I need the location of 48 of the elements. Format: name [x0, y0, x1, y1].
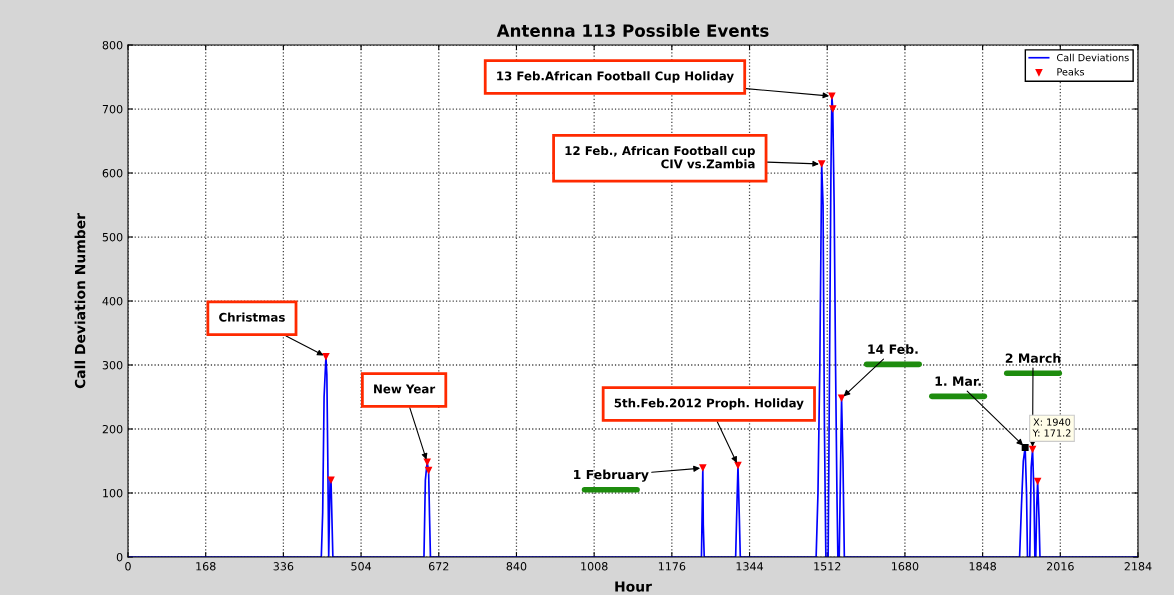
annotation: Christmas — [219, 312, 285, 322]
x-tick-label: 336 — [273, 562, 294, 571]
x-tick-label: 1680 — [892, 562, 919, 571]
y-tick-label: 200 — [102, 424, 123, 434]
y-tick-label: 300 — [102, 360, 123, 370]
y-tick-label: 500 — [102, 232, 123, 242]
x-tick-label: 1176 — [658, 562, 686, 571]
legend-label: Peaks — [1057, 68, 1085, 76]
x-tick-label: 2016 — [1046, 562, 1074, 571]
point — [828, 105, 837, 113]
point — [699, 464, 707, 472]
point — [1033, 477, 1042, 486]
annotation: 2 March — [1005, 353, 1061, 363]
point — [423, 458, 432, 467]
x-tick-label: 1848 — [969, 562, 996, 571]
annotation: 1 February — [574, 469, 649, 482]
y-tick-label: 700 — [102, 104, 123, 114]
legend-label: Call Deviations — [1056, 53, 1129, 62]
annotation: 13 Feb.African Football Cup Holiday — [497, 71, 734, 83]
point — [817, 160, 826, 168]
x-axis-title: Hour — [615, 581, 652, 592]
y-tick-label: 400 — [102, 296, 123, 306]
annotation: New Year — [374, 384, 436, 394]
chart-title: Antenna 113 Possible Events — [496, 24, 769, 37]
y-tick-label: 600 — [102, 168, 123, 178]
point — [322, 352, 330, 361]
x-tick-label: 1344 — [736, 562, 764, 571]
point — [424, 466, 433, 475]
y-tick-label: 800 — [102, 40, 123, 50]
point — [327, 476, 335, 484]
y-tick-label: 0 — [116, 552, 123, 562]
y-tick-label: 100 — [103, 488, 123, 498]
annotation: X: 1940 Y: 171.2 — [1032, 418, 1071, 437]
annotation: 14 Feb. — [868, 344, 918, 354]
x-tick-label: 1512 — [814, 562, 841, 571]
x-tick-label: 0 — [125, 562, 131, 571]
x-tick-label: 672 — [428, 562, 449, 571]
annotation: 5th.Feb.2012 Proph. Holiday — [614, 398, 804, 410]
x-tick-label: 1008 — [581, 562, 608, 571]
x-tick-label: 840 — [506, 562, 527, 571]
annotation: 1. Mar. — [935, 376, 981, 386]
y-axis-title: Call Deviation Number — [74, 213, 86, 389]
annotation: 12 Feb., African Football cup CIV vs.Zambia — [565, 145, 755, 169]
x-tick-label: 504 — [351, 562, 372, 571]
point — [828, 92, 836, 100]
x-tick-label: 168 — [196, 562, 216, 571]
point — [837, 394, 846, 403]
x-tick-label: 2184 — [1124, 562, 1152, 571]
